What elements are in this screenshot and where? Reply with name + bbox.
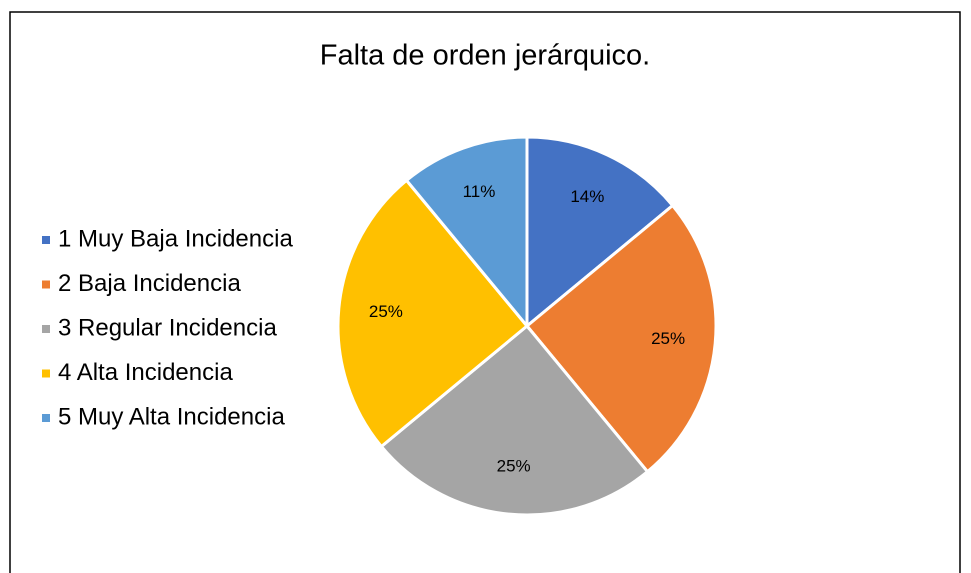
- frame: [9, 11, 961, 573]
- legend-label: 4 Alta Incidencia: [58, 359, 233, 386]
- data-label: 14%: [570, 187, 604, 206]
- legend-label: 5 Muy Alta Incidencia: [58, 403, 285, 430]
- pie-slice: [525, 135, 675, 330]
- chart-title: Falta de orden jerárquico.: [320, 40, 650, 72]
- data-label: 25%: [497, 457, 531, 476]
- data-label: 11%: [463, 182, 496, 201]
- pie-slice: [379, 323, 650, 517]
- legend-marker: [42, 236, 50, 244]
- pie-slice: [524, 203, 718, 474]
- data-label: 25%: [651, 329, 685, 348]
- data-label: 25%: [369, 302, 403, 321]
- legend-label: 1 Muy Baja Incidencia: [58, 225, 293, 252]
- legend-marker: [42, 414, 50, 422]
- legend-label: 2 Baja Incidencia: [58, 270, 241, 297]
- legend-label: 3 Regular Incidencia: [58, 314, 277, 341]
- legend-marker: [42, 280, 50, 289]
- legend-marker: [42, 369, 50, 378]
- legend-marker: [42, 325, 50, 333]
- pie-slice: [336, 178, 530, 449]
- pie-slice: [404, 135, 529, 331]
